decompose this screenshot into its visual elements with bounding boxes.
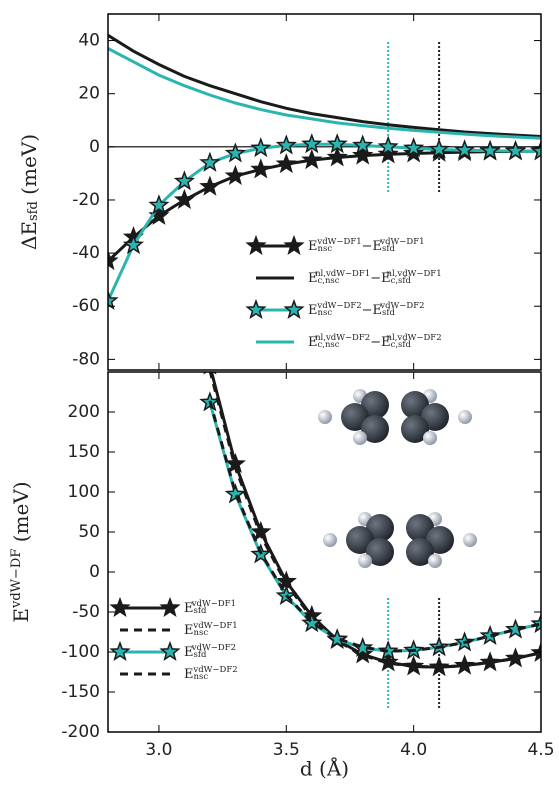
y-tick-label: -200 xyxy=(61,722,100,742)
y-tick-label: -150 xyxy=(61,682,100,702)
star-marker xyxy=(352,144,374,165)
star-marker xyxy=(301,133,323,154)
legend-label: EnscvdW−DF1 xyxy=(184,621,238,638)
y-tick-label: -40 xyxy=(72,243,100,263)
y-tick-label: 0 xyxy=(89,137,100,157)
star-marker xyxy=(377,651,399,672)
x-axis-label: d (Å) xyxy=(300,756,349,781)
legend-label: Ec,nscnl,vdW−DF2−Ec,sfdnl,vdW−DF2 xyxy=(308,333,442,350)
series-line xyxy=(108,47,541,140)
star-marker xyxy=(301,612,323,633)
star-marker xyxy=(505,139,527,161)
axes-frame xyxy=(107,371,542,733)
legend-label: EnscvdW−DF1−EsfdvdW−DF1 xyxy=(308,237,425,254)
legend-marker xyxy=(245,298,267,320)
y-tick-label: -100 xyxy=(61,642,100,662)
axes-frame xyxy=(107,13,542,371)
star-marker xyxy=(377,135,399,156)
legend-label: EsfdvdW−DF2 xyxy=(184,643,236,660)
star-marker xyxy=(224,142,246,163)
star-marker xyxy=(530,140,541,161)
legend-label: Ec,nscnl,vdW−DF1−Ec,sfdnl,vdW−DF1 xyxy=(308,269,442,286)
molecule-top xyxy=(318,389,472,445)
star-marker xyxy=(275,152,297,174)
star-marker xyxy=(173,188,196,210)
star-marker xyxy=(352,134,374,155)
y-tick-label: 20 xyxy=(78,84,100,104)
legend-marker xyxy=(159,640,181,662)
plot-area xyxy=(108,34,541,310)
star-marker xyxy=(250,137,272,158)
x-tick-label: 4.5 xyxy=(527,740,554,760)
y-tick-label: 200 xyxy=(68,402,100,422)
y-axis-label: ΔEsfd (meV) xyxy=(17,134,42,250)
molecule-bottom xyxy=(323,512,477,568)
star-marker xyxy=(479,139,501,160)
y-tick-label: -20 xyxy=(72,190,100,210)
legend-label: EnscvdW−DF2 xyxy=(184,665,238,682)
legend-marker xyxy=(245,234,267,256)
y-tick-label: -50 xyxy=(72,602,100,622)
x-tick-label: 3.0 xyxy=(145,740,172,760)
star-marker xyxy=(326,146,348,167)
y-tick-label: 40 xyxy=(78,31,100,51)
y-tick-label: -80 xyxy=(72,349,100,369)
x-tick-label: 4.0 xyxy=(400,740,427,760)
star-marker xyxy=(224,483,246,504)
y-tick-label: 0 xyxy=(89,562,100,582)
star-marker xyxy=(275,134,297,155)
star-marker xyxy=(326,628,348,649)
y-axis-label: EvdW−DF (meV) xyxy=(9,481,33,622)
y-tick-label: 100 xyxy=(68,482,100,502)
star-marker xyxy=(530,612,541,634)
series-line xyxy=(108,34,541,138)
star-marker xyxy=(250,158,272,179)
star-marker xyxy=(108,289,119,310)
y-tick-label: 50 xyxy=(78,522,100,542)
star-marker xyxy=(428,138,450,159)
star-marker xyxy=(377,143,399,164)
star-marker xyxy=(453,139,476,160)
star-marker xyxy=(199,151,221,172)
y-tick-label: 150 xyxy=(68,442,100,462)
legend-marker xyxy=(109,640,131,662)
series-line xyxy=(208,400,541,653)
legend-label: EnscvdW−DF2−EsfdvdW−DF2 xyxy=(308,301,425,318)
legend-label: EsfdvdW−DF1 xyxy=(184,599,236,616)
star-marker xyxy=(326,133,348,154)
star-marker xyxy=(122,233,145,255)
legend-marker xyxy=(283,298,305,320)
star-marker xyxy=(108,249,119,271)
legend-marker xyxy=(109,596,131,618)
plot-area xyxy=(199,372,541,708)
star-marker xyxy=(173,170,196,191)
star-marker xyxy=(148,194,170,215)
x-tick-label: 3.5 xyxy=(273,740,300,760)
legend-marker xyxy=(159,596,181,618)
legend-marker xyxy=(283,234,305,256)
y-tick-label: -60 xyxy=(72,296,100,316)
star-marker xyxy=(224,164,246,186)
star-marker xyxy=(199,175,221,196)
star-marker xyxy=(301,148,323,170)
star-marker xyxy=(403,137,425,158)
star-marker xyxy=(377,640,399,661)
